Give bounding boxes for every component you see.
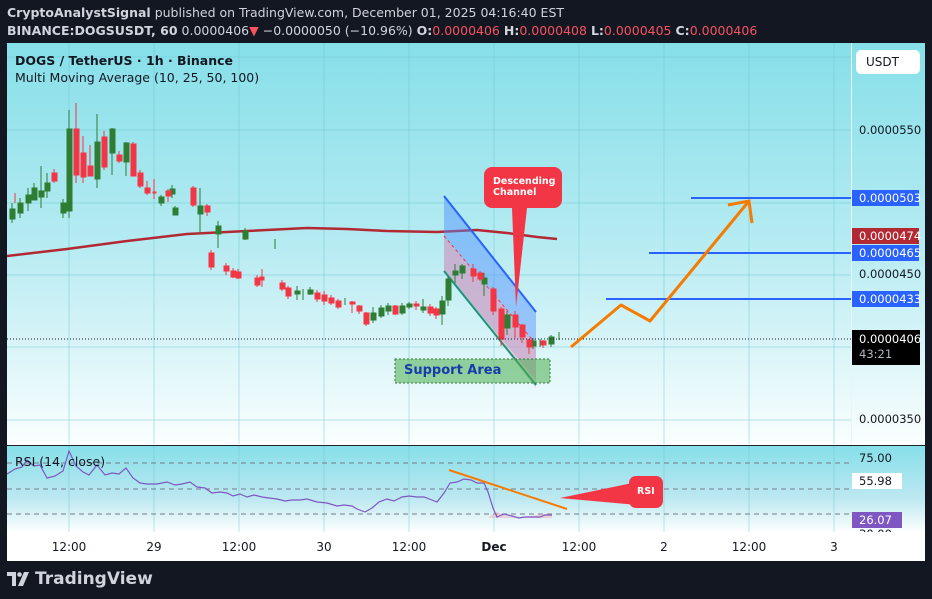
- time-label: 12:00: [51, 540, 87, 554]
- ma-tag-474: 0.0000474: [852, 228, 921, 244]
- time-label: 12:00: [221, 540, 257, 554]
- rsi-legend[interactable]: RSI (14, close): [15, 454, 106, 469]
- price-change: −0.0000050 (−10.96%): [262, 23, 413, 38]
- symbol-info-bar: BINANCE:DOGSUSDT, 60 0.0000406▼ −0.00000…: [7, 23, 757, 38]
- publish-info: CryptoAnalystSignal published on Trading…: [7, 5, 564, 20]
- close-label: C:: [675, 23, 690, 38]
- descending-channel-callout[interactable]: Descending Channel: [493, 176, 556, 198]
- close-value: 0.0000406: [689, 23, 758, 38]
- time-label: Dec: [481, 540, 507, 554]
- tradingview-logo[interactable]: TradingView: [7, 569, 153, 589]
- rsi-ma-tag: 55.98: [852, 473, 902, 489]
- low-value: 0.0000405: [603, 23, 672, 38]
- level-tag-503: 0.0000503: [852, 190, 921, 206]
- price-tick: 0.0000550: [859, 123, 922, 137]
- level-tag-465: 0.0000465: [852, 245, 921, 261]
- down-arrow-icon: ▼: [249, 23, 259, 38]
- time-label: 30: [316, 540, 332, 554]
- currency-button[interactable]: USDT: [856, 50, 920, 74]
- time-label: 12:00: [731, 540, 767, 554]
- chart-frame: Descending Channel Support Area DOGS / T…: [7, 43, 925, 561]
- publish-text: published on TradingView.com, December 0…: [154, 5, 565, 20]
- axis-separator: [851, 43, 852, 532]
- support-area-label[interactable]: Support Area: [404, 363, 502, 378]
- current-price: 0.0000406: [859, 332, 922, 346]
- price-tick: 0.0000450: [859, 267, 922, 281]
- rsi-tick-75: 75.00: [859, 451, 892, 465]
- last-price: 0.0000406: [181, 23, 250, 38]
- tradingview-logo-icon: [7, 572, 29, 586]
- brand-name: TradingView: [35, 569, 153, 589]
- time-label: 12:00: [561, 540, 597, 554]
- rsi-chart-canvas: [7, 446, 851, 533]
- open-label: O:: [416, 23, 433, 38]
- rsi-tick-30: 30.00: [859, 527, 892, 533]
- open-value: 0.0000406: [432, 23, 500, 38]
- rsi-value-tag: 26.07: [852, 512, 902, 528]
- time-axis[interactable]: 12:00 29 12:00 30 12:00 Dec 12:00 2 12:0…: [7, 532, 925, 561]
- time-label: 2: [660, 540, 668, 554]
- time-label: 3: [830, 540, 838, 554]
- low-label: L:: [590, 23, 604, 38]
- current-price-tag: 0.0000406 43:21: [852, 330, 922, 365]
- high-label: H:: [503, 23, 520, 38]
- chart-title[interactable]: DOGS / TetherUS · 1h · Binance: [15, 53, 233, 68]
- author-name[interactable]: CryptoAnalystSignal: [7, 5, 151, 20]
- bar-countdown: 43:21: [859, 347, 893, 361]
- rsi-callout[interactable]: RSI: [637, 486, 655, 497]
- time-label: 29: [146, 540, 162, 554]
- indicator-legend[interactable]: Multi Moving Average (10, 25, 50, 100): [15, 70, 260, 85]
- level-tag-433: 0.0000433: [852, 291, 921, 307]
- price-pane[interactable]: Descending Channel Support Area DOGS / T…: [7, 43, 925, 532]
- high-value: 0.0000408: [519, 23, 587, 38]
- symbol-label: BINANCE:DOGSUSDT, 60: [7, 23, 178, 38]
- time-label: 12:00: [391, 540, 427, 554]
- rsi-pane[interactable]: RSI RSI (14, close) 75.00 50.00 30.00 55…: [7, 445, 925, 533]
- price-chart-canvas: [7, 43, 851, 444]
- price-tick: 0.0000350: [859, 412, 922, 426]
